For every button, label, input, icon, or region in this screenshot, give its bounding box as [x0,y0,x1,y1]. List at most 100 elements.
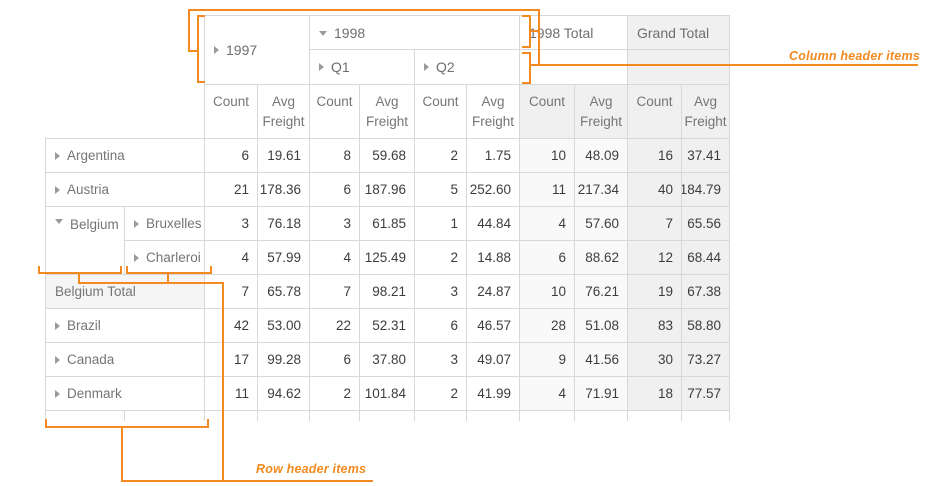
annotation-bracket [197,15,205,17]
annotation-bracket [207,419,209,426]
data-cell: 99.28 [258,343,310,377]
measure-header-avg-freight[interactable]: Avg Freight [467,85,520,139]
column-header-1997[interactable]: 1997 [205,15,310,85]
expand-arrow-icon[interactable] [134,253,139,262]
measure-header-avg-freight[interactable]: Avg Freight [682,85,730,139]
data-cell: 6 [415,309,467,343]
expand-arrow-icon[interactable] [134,219,139,228]
data-cell: 3 [415,343,467,377]
column-header-1998[interactable]: 1998 [310,15,520,50]
data-cell: 51.08 [575,309,628,343]
column-header-1998-total[interactable]: 1998 Total [520,15,628,50]
annotation-bracket [126,272,212,274]
column-header-label: Grand Total [637,24,710,41]
data-cell: 40 [628,173,682,207]
expand-arrow-icon[interactable] [55,389,60,398]
data-cell: 101.84 [360,377,415,411]
data-cell: 42 [205,309,258,343]
collapse-arrow-icon[interactable] [319,31,327,36]
measure-header-count[interactable]: Count [310,85,360,139]
measure-header-count[interactable]: Count [628,85,682,139]
data-cell: 10 [520,139,575,173]
expand-arrow-icon[interactable] [319,63,324,71]
data-cell: 5 [415,173,467,207]
data-cell: 41.99 [467,377,520,411]
row-header-label: Canada [67,352,115,367]
expand-arrow-icon[interactable] [55,151,60,160]
measure-header-avg-freight[interactable]: Avg Freight [360,85,415,139]
column-header-empty-cell [520,50,628,85]
row-header-brazil[interactable]: Brazil [45,309,205,343]
data-cell: 19 [628,275,682,309]
row-header-label: Austria [67,182,110,197]
collapse-arrow-icon[interactable] [55,219,63,224]
data-cell: 3 [415,275,467,309]
measure-header-avg-freight[interactable]: Avg Freight [575,85,628,139]
column-header-label: Q1 [331,59,350,75]
row-header-charleroi[interactable]: Charleroi [125,241,205,275]
data-cell: 11 [520,173,575,207]
expand-arrow-icon[interactable] [214,46,219,54]
annotation-bracket [121,426,123,482]
data-cell: 65.56 [682,207,730,241]
data-cell: 2 [415,241,467,275]
expand-arrow-icon[interactable] [55,321,60,330]
data-cell: 68.44 [682,241,730,275]
row-header-label: Argentina [67,148,125,163]
column-header-grand-total[interactable]: Grand Total [628,15,730,50]
column-header-label: 1997 [226,42,258,58]
annotation-line [121,480,373,482]
data-cell: 7 [628,207,682,241]
column-header-q1[interactable]: Q1 [310,50,415,85]
column-header-label: Q2 [436,59,455,75]
row-header-belgium[interactable]: Belgium [45,207,125,275]
data-cell: 49.07 [467,343,520,377]
expand-arrow-icon[interactable] [424,63,429,71]
column-header-label: 1998 Total [529,24,594,41]
expand-arrow-icon[interactable] [55,355,60,364]
data-cell: 17 [205,343,258,377]
column-header-items-label: Column header items [789,49,920,63]
row-header-denmark[interactable]: Denmark [45,377,205,411]
annotation-bracket [529,52,531,84]
measure-header-count[interactable]: Count [520,85,575,139]
data-cell: 76.21 [575,275,628,309]
expand-arrow-icon[interactable] [55,185,60,194]
data-cell: 71.91 [575,377,628,411]
data-cell: 10 [520,275,575,309]
column-header-label: 1998 [334,24,366,41]
annotation-line [529,64,918,66]
annotation-bracket [167,272,169,284]
column-header-q2[interactable]: Q2 [415,50,520,85]
measure-header-count[interactable]: Count [415,85,467,139]
data-cell: 2 [415,377,467,411]
data-cell: 6 [520,241,575,275]
annotation-bracket [45,419,47,426]
row-header-bruxelles[interactable]: Bruxelles [125,207,205,241]
measure-header-avg-freight[interactable]: Avg Freight [258,85,310,139]
annotation-bracket [45,426,209,428]
data-cell: 30 [628,343,682,377]
measure-header-count[interactable]: Count [205,85,258,139]
annotation-bracket [38,266,40,272]
pivot-corner-cell [45,15,205,139]
clipped-row-stub [310,411,360,421]
data-cell: 76.18 [258,207,310,241]
data-cell: 6 [310,173,360,207]
data-cell: 59.68 [360,139,415,173]
data-cell: 67.38 [682,275,730,309]
row-header-canada[interactable]: Canada [45,343,205,377]
data-cell: 61.85 [360,207,415,241]
data-cell: 16 [628,139,682,173]
data-cell: 19.61 [258,139,310,173]
data-cell: 3 [205,207,258,241]
annotation-line [188,50,199,52]
annotation-line [222,282,224,482]
row-header-austria[interactable]: Austria [45,173,205,207]
data-cell: 98.21 [360,275,415,309]
annotation-bracket [522,52,529,54]
clipped-row-stub [205,411,258,421]
annotation-bracket [78,272,80,284]
row-header-argentina[interactable]: Argentina [45,139,205,173]
